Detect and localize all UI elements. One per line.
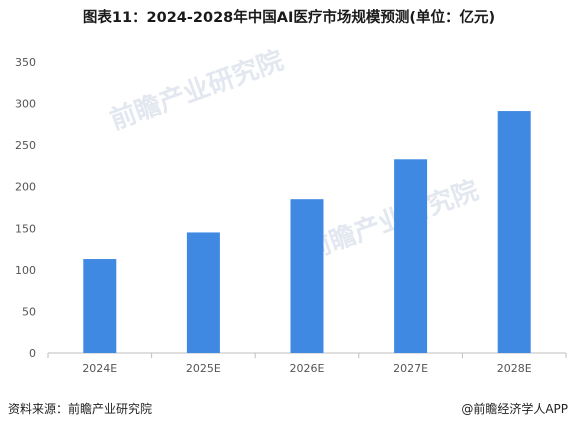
bar-2028e [497,111,531,353]
y-tick-label: 100 [15,264,36,277]
y-tick-label: 250 [15,139,36,152]
x-tick-label: 2026E [290,362,325,375]
bar-2024e [83,259,117,353]
y-tick-label: 150 [15,222,36,235]
x-tick-label: 2028E [497,362,532,375]
y-tick-label: 0 [29,347,36,360]
y-tick-label: 300 [15,98,36,111]
credit-note: @前瞻经济学人APP [461,402,568,416]
x-tick-label: 2025E [186,362,221,375]
y-tick-label: 50 [22,305,36,318]
chart-title: 图表11：2024-2028年中国AI医疗市场规模预测(单位：亿元) [82,10,496,26]
bar-2026e [290,199,324,353]
y-tick-label: 200 [15,181,36,194]
source-note: 资料来源：前瞻产业研究院 [8,402,153,416]
y-tick-label: 350 [15,56,36,69]
x-tick-label: 2027E [393,362,428,375]
x-tick-label: 2024E [82,362,117,375]
bar-2027e [394,159,428,353]
bar-2025e [186,232,220,353]
